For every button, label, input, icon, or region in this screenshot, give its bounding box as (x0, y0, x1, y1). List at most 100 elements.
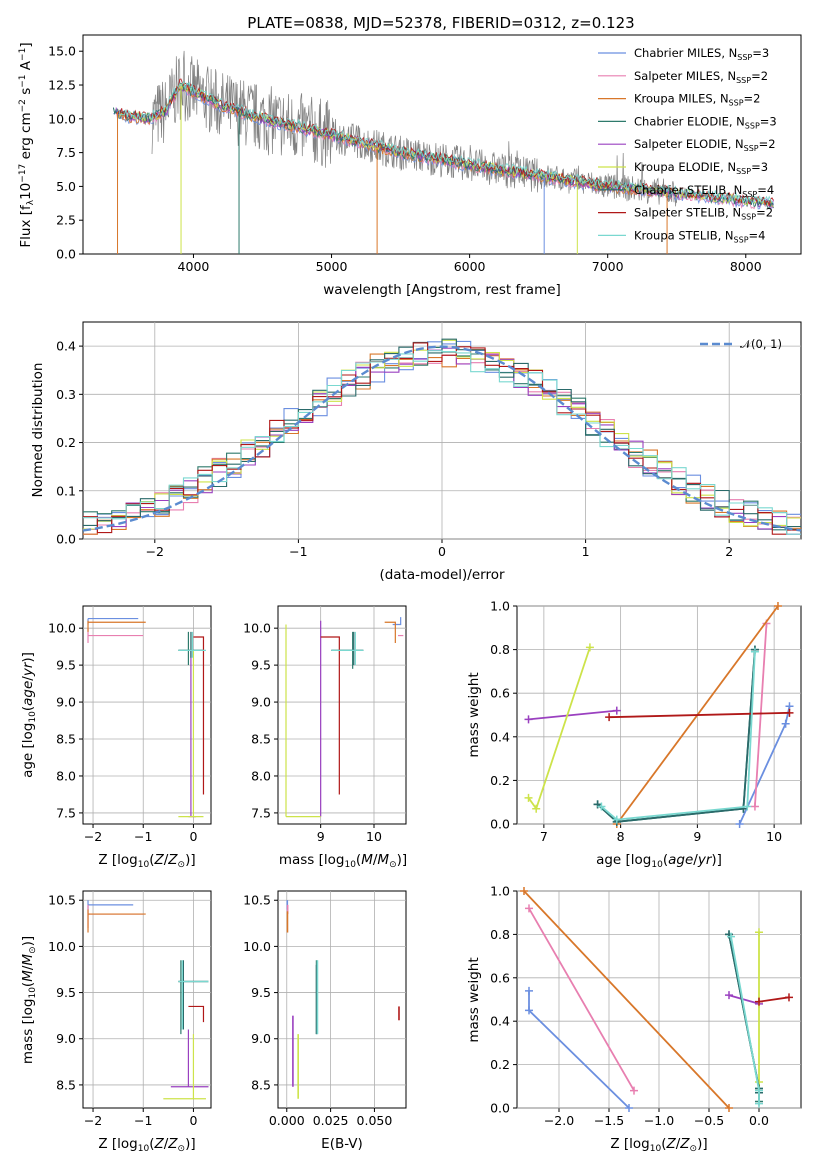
series-line (528, 990, 630, 1109)
legend-label: Kroupa ELODIE, NSSP=3 (634, 160, 768, 176)
spectrum-ytick-label: 7.5 (56, 145, 76, 160)
weight_vs_Z-ytick-label: 0.0 (490, 1101, 510, 1116)
mass_vs_Z-ytick-label: 9.5 (56, 985, 76, 1000)
error-bar (384, 621, 396, 643)
series-marker (743, 802, 752, 811)
series-marker (725, 991, 733, 1000)
mass_vs_Z-ytick-label: 9.0 (56, 1031, 76, 1046)
weight_vs_Z-ytick-label: 0.4 (490, 1014, 510, 1029)
age_vs_Z-ytick-label: 9.5 (56, 658, 76, 673)
weight_vs_age-xtick-label: 7 (540, 829, 548, 844)
weight_vs_Z-ytick-label: 1.0 (490, 884, 510, 899)
mass-vs-z-frame (82, 890, 212, 1109)
spectrum-plot-area: 4000 5000 6000 7000 8000 0.0 2.5 5.0 7.5 10.0 12.5… (48, 44, 774, 274)
weight-vs-age-frame (516, 605, 802, 825)
age_vs_Z-ytick-label: 8.5 (56, 732, 76, 747)
series-line (609, 711, 790, 719)
legend-label: Chabrier ELODIE, NSSP=3 (634, 114, 777, 130)
mass_vs_EBV-xtick-label: 0.000 (269, 1113, 305, 1128)
spectrum-ytick-label: 5.0 (56, 179, 76, 194)
series-marker (785, 993, 793, 1002)
series-marker (750, 647, 759, 656)
residuals-panel: −2 −1 0 1 2 0.0 0.1 0.2 0.3 0.4 𝒩(0, 1) (data-mode… (30, 321, 802, 583)
mass-vs-z-plot-area: −2 −1 0 8.5 9.0 9.5 10.0 10.5 (48, 891, 211, 1128)
weight-vs-z-xlabel: Z [log10(Z/Z⊙)] (610, 1136, 707, 1154)
age_vs_Z-xtick-label: −2 (84, 829, 102, 844)
weight_vs_age-ytick-label: 0.2 (490, 773, 510, 788)
weight_vs_Z-xtick-label: −1.0 (644, 1113, 674, 1128)
series-marker (525, 904, 533, 913)
weight-vs-z-plot-area: −2.0 −1.5 −1.0 −0.5 0.0 0.0 0.2 0.4 0.6 0.8 1.0 (490, 884, 801, 1128)
series-line (754, 623, 768, 807)
weight_vs_Z-xtick-label: −2.0 (544, 1113, 574, 1128)
mass_vs_Z-ytick-label: 8.5 (56, 1077, 76, 1092)
mass_vs_EBV-xtick-label: 0.050 (357, 1113, 393, 1128)
model-spectrum-line (115, 78, 774, 207)
series-line (728, 994, 760, 1005)
weight_vs_age-xtick-label: 10 (766, 829, 782, 844)
weight-vs-age-panel: 7 8 9 10 0.0 0.2 0.4 0.6 0.8 1.0 age [log10(age/y… (466, 599, 802, 870)
series-line (758, 996, 790, 1003)
legend-label: Chabrier MILES, NSSP=3 (634, 46, 769, 62)
age-vs-z-ylabel: age [log10(age/yr)] (20, 652, 38, 778)
series-marker (524, 793, 533, 802)
spectrum-ytick-label: 12.5 (48, 78, 76, 93)
age_vs_mass-ytick-label: 9.5 (251, 658, 271, 673)
spectrum-ytick-label: 0.0 (56, 247, 76, 262)
mass_vs_EBV-ytick-label: 9.5 (251, 985, 271, 1000)
error-bar (320, 636, 340, 795)
series-line (527, 647, 591, 811)
gaussian-curve (82, 345, 802, 532)
mass-vs-z-xlabel: Z [log10(Z/Z⊙)] (98, 1136, 195, 1154)
spectrum-legend: Chabrier MILES, NSSP=3 Salpeter MILES, NS… (598, 46, 777, 244)
weight_vs_Z-ytick-label: 0.8 (490, 927, 510, 942)
series-line (528, 907, 635, 1092)
mass_vs_EBV-ytick-label: 10.5 (243, 893, 271, 908)
series-marker (524, 715, 533, 724)
residuals-ylabel: Normed distribution (30, 363, 46, 498)
age_vs_mass-ytick-label: 8.5 (251, 732, 271, 747)
error-bar (193, 636, 205, 795)
mass-vs-z-panel: −2 −1 0 8.5 9.0 9.5 10.0 10.5 Z [log10(Z/Z⊙)] m… (20, 890, 212, 1154)
residuals-ytick-label: 0.1 (56, 483, 76, 498)
mass_vs_Z-ytick-label: 10.0 (48, 939, 76, 954)
residuals-ytick-label: 0.3 (56, 387, 76, 402)
age-vs-z-frame (82, 605, 212, 825)
mass_vs_EBV-ytick-label: 8.5 (251, 1077, 271, 1092)
residuals-ytick-label: 0.4 (56, 339, 76, 354)
weight_vs_Z-xtick-label: 0.0 (749, 1113, 769, 1128)
age-vs-z-panel: −2 −1 0 7.5 8.0 8.5 9.0 9.5 10.0 Z [log10(Z/Z⊙)]… (20, 605, 212, 870)
age-vs-z-plot-area: −2 −1 0 7.5 8.0 8.5 9.0 9.5 10.0 (48, 606, 211, 844)
series-marker (785, 708, 794, 717)
age_vs_Z-ytick-label: 10.0 (48, 621, 76, 636)
weight-vs-age-plot-area: 7 8 9 10 0.0 0.2 0.4 0.6 0.8 1.0 (490, 599, 801, 844)
residuals-plot-area: −2 −1 0 1 2 0.0 0.1 0.2 0.3 0.4 𝒩(0, 1) (56, 322, 802, 559)
age_vs_Z-ytick-label: 8.0 (56, 768, 76, 783)
weight_vs_age-ytick-label: 1.0 (490, 599, 510, 614)
weight_vs_Z-ytick-label: 0.2 (490, 1057, 510, 1072)
spectrum-ytick-label: 10.0 (48, 111, 76, 126)
residuals-xtick-label: 2 (725, 544, 733, 559)
series-marker (525, 1006, 533, 1015)
mass_vs_Z-xtick-label: −1 (134, 1113, 152, 1128)
legend-label: 𝒩(0, 1) (740, 337, 782, 351)
mass-vs-ebv-frame (277, 890, 407, 1109)
weight_vs_age-ytick-label: 0.4 (490, 729, 510, 744)
residuals-xlabel: (data-model)/error (379, 567, 505, 583)
spectrum-xlabel: wavelength [Angstrom, rest frame] (323, 282, 561, 298)
weight_vs_Z-xtick-label: −1.5 (594, 1113, 624, 1128)
age_vs_mass-ytick-label: 7.5 (251, 805, 271, 820)
weight-vs-z-ylabel: mass weight (466, 957, 482, 1042)
series-marker (735, 820, 744, 828)
residuals-xtick-label: −2 (146, 544, 164, 559)
series-marker (773, 602, 782, 610)
series-marker (525, 986, 533, 995)
model-spectrum-line (118, 80, 774, 204)
legend-label: Salpeter ELODIE, NSSP=2 (634, 137, 776, 153)
age_vs_mass-ytick-label: 8.0 (251, 768, 271, 783)
weight_vs_Z-ytick-label: 0.6 (490, 970, 510, 985)
age-vs-z-xlabel: Z [log10(Z/Z⊙)] (98, 852, 195, 870)
age_vs_Z-ytick-label: 7.5 (56, 805, 76, 820)
weight_vs_age-ytick-label: 0.8 (490, 642, 510, 657)
spectrum-xtick-label: 4000 (178, 259, 210, 274)
